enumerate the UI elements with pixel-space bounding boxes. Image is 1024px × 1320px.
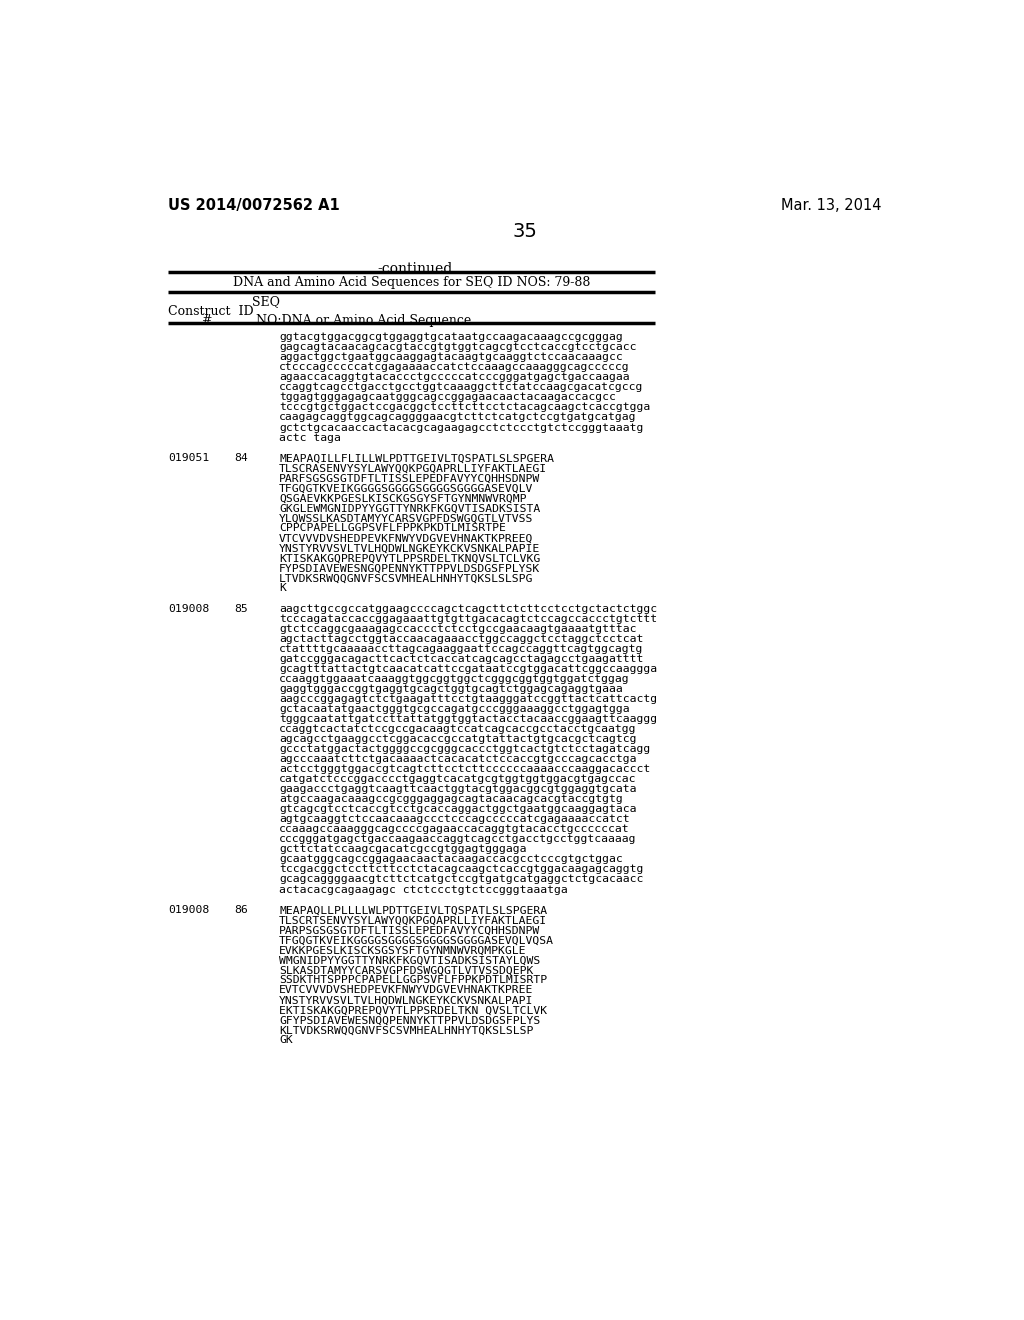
- Text: gagcagtacaacagcacgtaccgtgtggtcagcgtcctcaccgtcctgcacc: gagcagtacaacagcacgtaccgtgtggtcagcgtcctca…: [280, 342, 637, 352]
- Text: ctcccagcccccatcgagaaaaccatctccaaagccaaagggcagcccccg: ctcccagcccccatcgagaaaaccatctccaaagccaaag…: [280, 363, 630, 372]
- Text: atgccaagacaaagccgcgggaggagcagtacaacagcacgtaccgtgtg: atgccaagacaaagccgcgggaggagcagtacaacagcac…: [280, 795, 623, 804]
- Text: gcagtttattactgtcaacatcattccgataatccgtggacattcggccaaggga: gcagtttattactgtcaacatcattccgataatccgtgga…: [280, 664, 657, 675]
- Text: ggtacgtggacggcgtggaggtgcataatgccaagacaaagccgcgggag: ggtacgtggacggcgtggaggtgcataatgccaagacaaa…: [280, 333, 623, 342]
- Text: SLKASDTAMYYCARSVGPFDSWGQGTLVTVSSDQEPK: SLKASDTAMYYCARSVGPFDSWGQGTLVTVSSDQEPK: [280, 965, 534, 975]
- Text: ccaaagccaaagggcagccccgagaaccacaggtgtacacctgccccccat: ccaaagccaaagggcagccccgagaaccacaggtgtacac…: [280, 825, 630, 834]
- Text: agctacttagcctggtaccaacagaaacctggccaggctcctaggctcctcat: agctacttagcctggtaccaacagaaacctggccaggctc…: [280, 635, 643, 644]
- Text: actcctgggtggaccgtcagtcttcctcttccccccaaaacccaaggacaccct: actcctgggtggaccgtcagtcttcctcttccccccaaaa…: [280, 764, 650, 775]
- Text: EVKKPGESLKISCKSGSYSFTGYNMNWVRQMPKGLE: EVKKPGESLKISCKSGSYSFTGYNMNWVRQMPKGLE: [280, 945, 526, 956]
- Text: gcttctatccaagcgacatcgccgtggagtgggaga: gcttctatccaagcgacatcgccgtggagtgggaga: [280, 845, 526, 854]
- Text: #: #: [190, 314, 213, 327]
- Text: gcaatgggcagccggagaacaactacaagaccacgcctcccgtgctggac: gcaatgggcagccggagaacaactacaagaccacgcctcc…: [280, 854, 623, 865]
- Text: cccgggatgagctgaccaagaaccaggtcagcctgacctgcctggtcaaaag: cccgggatgagctgaccaagaaccaggtcagcctgacctg…: [280, 834, 637, 845]
- Text: QSGAEVKKPGESLKISCKGSGYSFTGYNMNWVRQMP: QSGAEVKKPGESLKISCKGSGYSFTGYNMNWVRQMP: [280, 494, 526, 503]
- Text: CPPCPAPELLGGPSVFLFPPKPKDTLMISRTPE: CPPCPAPELLGGPSVFLFPPKPKDTLMISRTPE: [280, 524, 506, 533]
- Text: ccaaggtggaaatcaaaggtggcggtggctcgggcggtggtggatctggag: ccaaggtggaaatcaaaggtggcggtggctcgggcggtgg…: [280, 675, 630, 684]
- Text: Construct  ID: Construct ID: [168, 305, 254, 318]
- Text: gccctatggactactggggccgcgggcaccctggtcactgtctcctagatcagg: gccctatggactactggggccgcgggcaccctggtcactg…: [280, 744, 650, 754]
- Text: agcagcctgaaggcctcggacaccgccatgtattactgtgcacgctcagtcg: agcagcctgaaggcctcggacaccgccatgtattactgtg…: [280, 734, 637, 744]
- Text: 019051: 019051: [168, 453, 210, 463]
- Text: tgggcaatattgatccttattatggtggtactacctacaaccggaagttcaaggg: tgggcaatattgatccttattatggtggtactacctacaa…: [280, 714, 657, 725]
- Text: tcccagataccaccggagaaattgtgttgacacagtctccagccaccctgtcttt: tcccagataccaccggagaaattgtgttgacacagtctcc…: [280, 614, 657, 624]
- Text: aggactggctgaatggcaaggagtacaagtgcaaggtctccaacaaagcc: aggactggctgaatggcaaggagtacaagtgcaaggtctc…: [280, 352, 623, 363]
- Text: Mar. 13, 2014: Mar. 13, 2014: [781, 198, 882, 214]
- Text: GFYPSDIAVEWESNQQPENNYKTTPPVLDSDGSFPLYS: GFYPSDIAVEWESNQQPENNYKTTPPVLDSDGSFPLYS: [280, 1015, 541, 1026]
- Text: 35: 35: [512, 222, 538, 242]
- Text: catgatctcccggacccctgaggtcacatgcgtggtggtggacgtgagccac: catgatctcccggacccctgaggtcacatgcgtggtggtg…: [280, 775, 637, 784]
- Text: agcccaaatcttctgacaaaactcacacatctccaccgtgcccagcacctga: agcccaaatcttctgacaaaactcacacatctccaccgtg…: [280, 755, 637, 764]
- Text: EVTCVVVDVSHEDPEVKFNWYVDGVEVHNAKTKPREE: EVTCVVVDVSHEDPEVKFNWYVDGVEVHNAKTKPREE: [280, 985, 534, 995]
- Text: GK: GK: [280, 1035, 293, 1045]
- Text: TFGQGTKVEIKGGGGSGGGGSGGGGSGGGGASEVQLVQSA: TFGQGTKVEIKGGGGSGGGGSGGGGSGGGGASEVQLVQSA: [280, 936, 554, 945]
- Text: VTCVVVDVSHEDPEVKFNWYVDGVEVHNAKTKPREEQ: VTCVVVDVSHEDPEVKFNWYVDGVEVHNAKTKPREEQ: [280, 533, 534, 544]
- Text: agtgcaaggtctccaacaaagccctcccagcccccatcgagaaaaccatct: agtgcaaggtctccaacaaagccctcccagcccccatcga…: [280, 814, 630, 825]
- Text: DNA and Amino Acid Sequences for SEQ ID NOS: 79-88: DNA and Amino Acid Sequences for SEQ ID …: [233, 276, 591, 289]
- Text: TFGQGTKVEIKGGGGSGGGGSGGGGSGGGGASEVQLV: TFGQGTKVEIKGGGGSGGGGSGGGGSGGGGASEVQLV: [280, 483, 534, 494]
- Text: tccgacggctccttcttcctctacagcaagctcaccgtggacaagagcaggtg: tccgacggctccttcttcctctacagcaagctcaccgtgg…: [280, 865, 643, 874]
- Text: actc taga: actc taga: [280, 433, 341, 442]
- Text: US 2014/0072562 A1: US 2014/0072562 A1: [168, 198, 340, 214]
- Text: MEAPAQILLFLILLWLPDTTGEIVLTQSPATLSLSPGERA: MEAPAQILLFLILLWLPDTTGEIVLTQSPATLSLSPGERA: [280, 453, 554, 463]
- Text: EKTISKAKGQPREPQVYTLPPSRDELTKN QVSLTCLVK: EKTISKAKGQPREPQVYTLPPSRDELTKN QVSLTCLVK: [280, 1006, 547, 1015]
- Text: YLQWSSLKASDTAMYYCARSVGPFDSWGQGTLVTVSS: YLQWSSLKASDTAMYYCARSVGPFDSWGQGTLVTVSS: [280, 513, 534, 523]
- Text: SEQ: SEQ: [252, 296, 280, 309]
- Text: tcccgtgctggactccgacggctccttcttcctctacagcaagctcaccgtgga: tcccgtgctggactccgacggctccttcttcctctacagc…: [280, 403, 650, 412]
- Text: aagcttgccgccatggaagccccagctcagcttctcttcctcctgctactctggc: aagcttgccgccatggaagccccagctcagcttctcttcc…: [280, 605, 657, 614]
- Text: gctacaatatgaactgggtgcgccagatgcccgggaaaggcctggagtgga: gctacaatatgaactgggtgcgccagatgcccgggaaagg…: [280, 705, 630, 714]
- Text: aagcccggagagtctctgaagatttcctgtaagggatccggttactcattcactg: aagcccggagagtctctgaagatttcctgtaagggatccg…: [280, 694, 657, 705]
- Text: LTVDKSRWQQGNVFSCSVMHEALHNHYTQKSLSLSPG: LTVDKSRWQQGNVFSCSVMHEALHNHYTQKSLSLSPG: [280, 573, 534, 583]
- Text: gcagcaggggaacgtcttctcatgctccgtgatgcatgaggctctgcacaacc: gcagcaggggaacgtcttctcatgctccgtgatgcatgag…: [280, 875, 643, 884]
- Text: GKGLEWMGNIDPYYGGTTYNRKFKGQVTISADKSISTA: GKGLEWMGNIDPYYGGTTYNRKFKGQVTISADKSISTA: [280, 503, 541, 513]
- Text: 019008: 019008: [168, 605, 210, 614]
- Text: ctattttgcaaaaaccttagcagaaggaattccagccaggttcagtggcagtg: ctattttgcaaaaaccttagcagaaggaattccagccagg…: [280, 644, 643, 655]
- Text: 86: 86: [234, 906, 248, 915]
- Text: gatccgggacagacttcactctcaccatcagcagcctagagcctgaagatttt: gatccgggacagacttcactctcaccatcagcagcctaga…: [280, 655, 643, 664]
- Text: gtctccaggcgaaagagccaccctctcctgccgaacaagtgaaaatgtttac: gtctccaggcgaaagagccaccctctcctgccgaacaagt…: [280, 624, 637, 634]
- Text: YNSTYRVVSVLTVLHQDWLNGKEYKCKVSNKALPAPI: YNSTYRVVSVLTVLHQDWLNGKEYKCKVSNKALPAPI: [280, 995, 534, 1006]
- Text: gctctgcacaaccactacacgcagaagagcctctccctgtctccgggtaaatg: gctctgcacaaccactacacgcagaagagcctctccctgt…: [280, 422, 643, 433]
- Text: 019008: 019008: [168, 906, 210, 915]
- Text: PARPSGSGSGTDFTLTISSLEPEDFAVYYCQHHSDNPW: PARPSGSGSGTDFTLTISSLEPEDFAVYYCQHHSDNPW: [280, 925, 541, 936]
- Text: K: K: [280, 583, 286, 594]
- Text: tggagtgggagagcaatgggcagccggagaacaactacaagaccacgcc: tggagtgggagagcaatgggcagccggagaacaactacaa…: [280, 392, 616, 403]
- Text: PARFSGSGSGTDFTLTISSLEPEDFAVYYCQHHSDNPW: PARFSGSGSGTDFTLTISSLEPEDFAVYYCQHHSDNPW: [280, 474, 541, 483]
- Text: MEAPAQLLPLLLLWLPDTTGEIVLTQSPATLSLSPGERA: MEAPAQLLPLLLLWLPDTTGEIVLTQSPATLSLSPGERA: [280, 906, 547, 915]
- Text: TLSCRASENVYSYLAWYQQKPGQAPRLLIYFAKTLAEGI: TLSCRASENVYSYLAWYQQKPGQAPRLLIYFAKTLAEGI: [280, 463, 547, 474]
- Text: WMGNIDPYYGGTTYNRKFKGQVTISADKSISTAYLQWS: WMGNIDPYYGGTTYNRKFKGQVTISADKSISTAYLQWS: [280, 956, 541, 965]
- Text: SSDKTHTSPPPCPAPELLGGPSVFLFPPKPDTLMISRTP: SSDKTHTSPPPCPAPELLGGPSVFLFPPKPDTLMISRTP: [280, 975, 547, 985]
- Text: 85: 85: [234, 605, 248, 614]
- Text: gaggtgggaccggtgaggtgcagctggtgcagtctggagcagaggtgaaa: gaggtgggaccggtgaggtgcagctggtgcagtctggagc…: [280, 684, 623, 694]
- Text: actacacgcagaagagc ctctccctgtctccgggtaaatga: actacacgcagaagagc ctctccctgtctccgggtaaat…: [280, 884, 568, 895]
- Text: agaaccacaggtgtacaccctgcccccatcccgggatgagctgaccaagaa: agaaccacaggtgtacaccctgcccccatcccgggatgag…: [280, 372, 630, 383]
- Text: ccaggtcactatctccgccgacaagtccatcagcaccgcctacctgcaatgg: ccaggtcactatctccgccgacaagtccatcagcaccgcc…: [280, 725, 637, 734]
- Text: NO:DNA or Amino Acid Sequence: NO:DNA or Amino Acid Sequence: [256, 314, 471, 327]
- Text: FYPSDIAVEWESNGQPENNYKTTPPVLDSDGSFPLYSK: FYPSDIAVEWESNGQPENNYKTTPPVLDSDGSFPLYSK: [280, 564, 541, 573]
- Text: -continued: -continued: [377, 263, 453, 276]
- Text: KTISKAKGQPREPQVYTLPPSRDELTKNQVSLTCLVKG: KTISKAKGQPREPQVYTLPPSRDELTKNQVSLTCLVKG: [280, 553, 541, 564]
- Text: gaagaccctgaggtcaagttcaactggtacgtggacggcgtggaggtgcata: gaagaccctgaggtcaagttcaactggtacgtggacggcg…: [280, 784, 637, 795]
- Text: caagagcaggtggcagcaggggaacgtcttctcatgctccgtgatgcatgag: caagagcaggtggcagcaggggaacgtcttctcatgctcc…: [280, 412, 637, 422]
- Text: YNSTYRVVSVLTVLHQDWLNGKEYKCKVSNKALPAPIE: YNSTYRVVSVLTVLHQDWLNGKEYKCKVSNKALPAPIE: [280, 544, 541, 553]
- Text: ccaggtcagcctgacctgcctggtcaaaggcttctatccaagcgacatcgccg: ccaggtcagcctgacctgcctggtcaaaggcttctatcca…: [280, 383, 643, 392]
- Text: TLSCRTSENVYSYLAWYQQKPGQAPRLLIYFAKTLAEGI: TLSCRTSENVYSYLAWYQQKPGQAPRLLIYFAKTLAEGI: [280, 915, 547, 925]
- Text: KLTVDKSRWQQGNVFSCSVMHEALHNHYTQKSLSLSP: KLTVDKSRWQQGNVFSCSVMHEALHNHYTQKSLSLSP: [280, 1026, 534, 1035]
- Text: 84: 84: [234, 453, 248, 463]
- Text: gtcagcgtcctcaccgtcctgcaccaggactggctgaatggcaaggagtaca: gtcagcgtcctcaccgtcctgcaccaggactggctgaatg…: [280, 804, 637, 814]
